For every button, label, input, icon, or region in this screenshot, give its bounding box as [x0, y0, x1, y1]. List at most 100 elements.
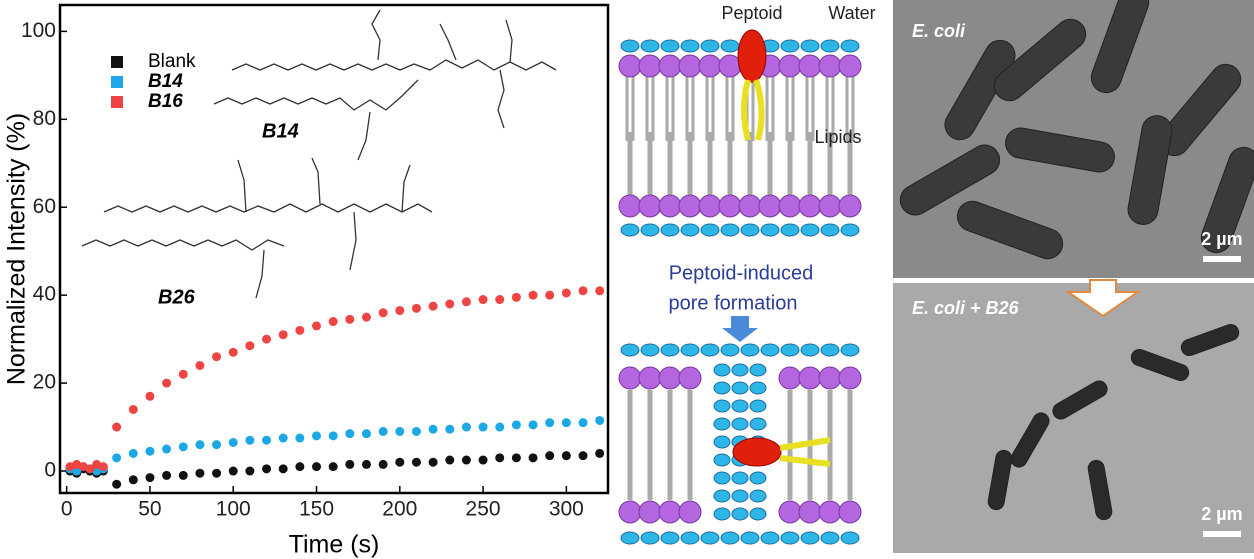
water-molecule [760, 223, 780, 237]
x-tick-label: 250 [466, 498, 501, 521]
water-molecule [749, 471, 767, 485]
lipid-head [678, 500, 702, 524]
water-molecule [660, 223, 680, 237]
water-molecule [740, 223, 760, 237]
water-molecule [720, 531, 740, 545]
lipid-head [738, 194, 762, 218]
data-point [595, 415, 605, 425]
x-tick-label: 200 [382, 498, 417, 521]
water-molecule [700, 223, 720, 237]
bacterium [1130, 348, 1190, 382]
water-molecule [713, 435, 731, 449]
data-point [595, 286, 605, 296]
data-point [112, 453, 122, 463]
data-point [195, 468, 205, 478]
lipid-head [838, 366, 862, 390]
data-point [478, 422, 488, 432]
bacterium [1005, 127, 1115, 173]
bacterium [956, 200, 1064, 260]
data-point [128, 475, 138, 485]
water-molecule [760, 531, 780, 545]
water-molecule [800, 531, 820, 545]
water-molecule [680, 531, 700, 545]
structure-label: B14 [262, 120, 299, 142]
water-molecule [660, 343, 680, 357]
scale-bar [1203, 531, 1241, 537]
data-point [528, 290, 538, 300]
bacteria [899, 0, 1254, 521]
water-molecule [820, 39, 840, 53]
water-molecule [731, 417, 749, 431]
water-molecule [713, 471, 731, 485]
y-axis-title: Normalized Intensity (%) [3, 113, 31, 385]
data-point [328, 462, 338, 472]
data-point [395, 457, 405, 467]
water-molecule [680, 39, 700, 53]
water-molecule [640, 343, 660, 357]
y-tick-label: 100 [21, 19, 56, 42]
data-point [428, 301, 438, 311]
water-molecule [720, 343, 740, 357]
water-molecule [731, 363, 749, 377]
data-point [461, 422, 471, 432]
data-point [545, 290, 555, 300]
lipid-head [638, 366, 662, 390]
lipid-head [778, 54, 802, 78]
lipid-head [618, 194, 642, 218]
diagram-label: Peptoid [721, 3, 782, 23]
data-point [395, 306, 405, 316]
water-molecule [713, 507, 731, 521]
y-tick-label: 20 [33, 371, 56, 394]
lipid-head [658, 366, 682, 390]
data-point [295, 433, 305, 443]
data-point [278, 433, 288, 443]
data-point [595, 448, 605, 458]
data-point [212, 468, 222, 478]
bacterium [899, 144, 1001, 216]
water-molecule [680, 343, 700, 357]
x-tick-label: 100 [216, 498, 251, 521]
data-point [378, 426, 388, 436]
legend-label: B16 [148, 91, 183, 112]
water-molecule [620, 531, 640, 545]
water-molecule [840, 343, 860, 357]
water-molecule [700, 343, 720, 357]
water-molecule [713, 363, 731, 377]
data-point [495, 295, 505, 305]
membrane-diagram [618, 39, 862, 545]
water-molecule [713, 417, 731, 431]
data-point [162, 444, 172, 454]
water-molecule [749, 417, 767, 431]
lipid-head [778, 194, 802, 218]
water-molecule [840, 531, 860, 545]
data-point [262, 334, 272, 344]
data-point [85, 464, 95, 474]
water-molecule [749, 399, 767, 413]
legend-label: B14 [148, 71, 183, 92]
peptoid-tail [741, 79, 765, 141]
water-molecule [840, 39, 860, 53]
bacterium [944, 39, 1016, 141]
lipid-head [838, 194, 862, 218]
data-point [178, 470, 188, 480]
diagram-label: Water [828, 3, 875, 23]
water-molecule [731, 471, 749, 485]
bacterium [1052, 380, 1108, 420]
data-point [528, 453, 538, 463]
data-point [112, 479, 122, 489]
data-point [411, 426, 421, 436]
data-point [195, 361, 205, 371]
data-point [162, 378, 172, 388]
data-point [461, 455, 471, 465]
data-point [511, 420, 521, 430]
peptoid-tail [779, 437, 831, 467]
data-point [312, 431, 322, 441]
lipid-head [798, 366, 822, 390]
lipid-head [658, 194, 682, 218]
lipid-head [678, 54, 702, 78]
data-point [461, 297, 471, 307]
data-point [545, 451, 555, 461]
legend-swatch [111, 76, 123, 88]
water-molecule [720, 39, 740, 53]
water-molecule [640, 223, 660, 237]
